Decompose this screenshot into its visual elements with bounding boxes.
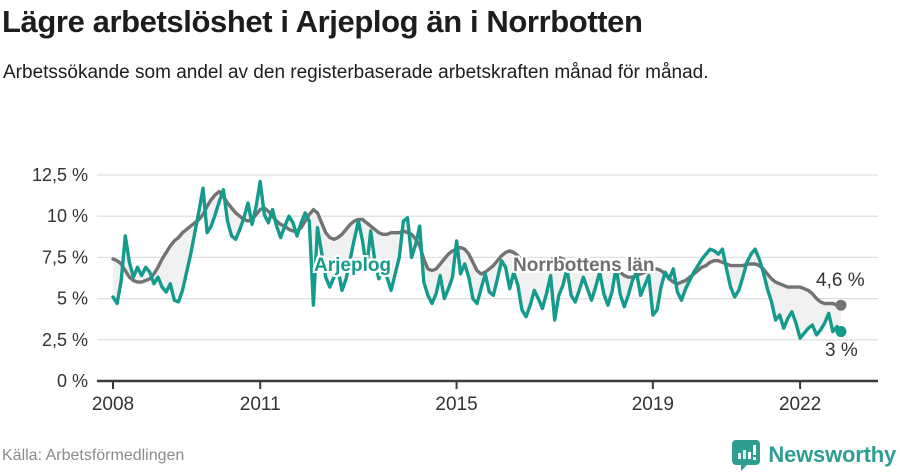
series-label-arjeplog: Arjeplog	[314, 255, 392, 276]
x-axis-tick-label: 2022	[779, 394, 821, 415]
series-end-dot-norrbotten	[835, 299, 847, 311]
newsworthy-logo: Newsworthy	[731, 439, 896, 471]
y-axis-tick-label: 7,5 %	[42, 247, 88, 267]
y-axis-tick-label: 0 %	[57, 371, 88, 391]
newsworthy-wordmark: Newsworthy	[768, 442, 896, 467]
x-axis-tick-label: 2008	[92, 394, 134, 415]
y-axis-tick-label: 5 %	[57, 289, 88, 309]
x-axis-tick-label: 2015	[435, 394, 477, 415]
series-line-norrbotten	[111, 189, 843, 307]
series-line-arjeplog	[111, 179, 843, 340]
x-axis-tick-label: 2019	[632, 394, 674, 415]
end-value-arjeplog: 3 %	[825, 340, 858, 361]
series-label-norrbotten: Norrbottens län	[513, 255, 655, 276]
y-axis-tick-label: 2,5 %	[42, 330, 88, 350]
end-value-norrbotten: 4,6 %	[816, 270, 865, 291]
series-difference-area	[113, 181, 841, 339]
x-axis-tick-label: 2011	[240, 394, 281, 415]
y-axis-tick-label: 12,5 %	[32, 165, 88, 185]
series-end-dot-arjeplog	[835, 326, 847, 338]
newsworthy-icon	[732, 440, 761, 471]
source-note: Källa: Arbetsförmedlingen	[2, 447, 185, 464]
chart-title: Lägre arbetslöshet i Arjeplog än i Norrb…	[2, 4, 643, 39]
chart-subtitle: Arbetssökande som andel av den registerb…	[3, 62, 709, 83]
y-axis-tick-label: 10 %	[47, 206, 88, 226]
